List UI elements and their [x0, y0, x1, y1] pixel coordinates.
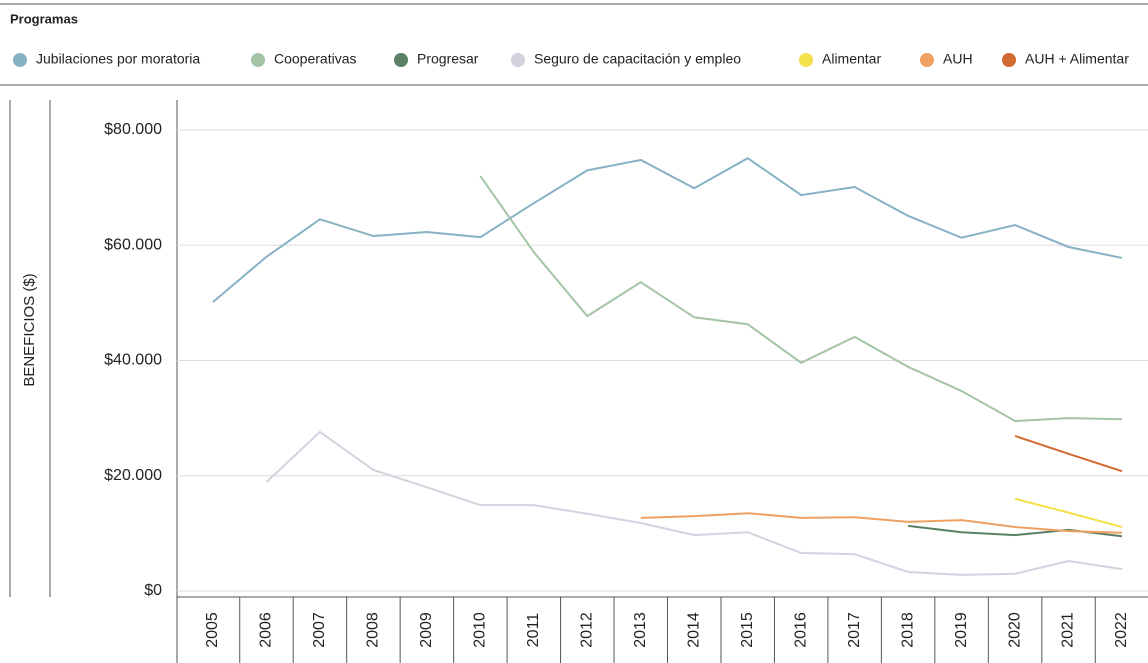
x-tick-label: 2005: [204, 612, 221, 648]
legend-label: Jubilaciones por moratoria: [36, 51, 200, 67]
x-tick-label: 2008: [365, 612, 382, 648]
x-tick-label: 2006: [258, 612, 275, 648]
legend-label: Progresar: [417, 51, 479, 67]
y-axis-label: BENEFICIOS ($): [21, 273, 38, 386]
series-line: [1014, 497, 1123, 529]
legend-label: AUH + Alimentar: [1025, 51, 1129, 67]
x-tick-label: 2013: [632, 612, 649, 648]
x-tick-label: 2015: [739, 612, 756, 648]
legend-label: Alimentar: [822, 51, 881, 67]
legend-label: AUH: [943, 51, 973, 67]
x-tick-label: 2022: [1113, 612, 1130, 648]
legend-label: Seguro de capacitación y empleo: [534, 51, 741, 67]
x-tick-label: 2009: [418, 612, 435, 648]
x-tick-label: 2018: [899, 612, 916, 648]
series-line: [212, 157, 1123, 303]
legend-marker: [394, 53, 408, 67]
series-line: [265, 430, 1123, 576]
y-tick-label: $20.000: [104, 467, 162, 484]
x-tick-label: 2011: [525, 613, 542, 648]
x-tick-label: 2021: [1060, 612, 1077, 648]
x-tick-label: 2017: [846, 612, 863, 648]
legend-marker: [251, 53, 265, 67]
x-tick-label: 2012: [579, 612, 596, 648]
series-line: [640, 512, 1123, 534]
x-tick-label: 2014: [685, 612, 702, 648]
legend-marker: [920, 53, 934, 67]
y-tick-label: $80.000: [104, 121, 162, 138]
y-tick-label: $40.000: [104, 352, 162, 369]
x-tick-label: 2016: [792, 612, 809, 648]
legend-marker: [13, 53, 27, 67]
series-line: [479, 175, 1123, 423]
x-tick-label: 2010: [472, 612, 489, 648]
y-tick-label: $60.000: [104, 236, 162, 253]
legend-title: Programas: [10, 11, 78, 26]
legend-marker: [799, 53, 813, 67]
x-tick-label: 2007: [311, 612, 328, 648]
series-line: [1014, 435, 1123, 473]
legend-marker: [511, 53, 525, 67]
legend-label: Cooperativas: [274, 51, 357, 67]
y-tick-label: $0: [144, 582, 162, 599]
x-tick-label: 2020: [1006, 612, 1023, 648]
x-tick-label: 2019: [953, 612, 970, 648]
legend-marker: [1002, 53, 1016, 67]
